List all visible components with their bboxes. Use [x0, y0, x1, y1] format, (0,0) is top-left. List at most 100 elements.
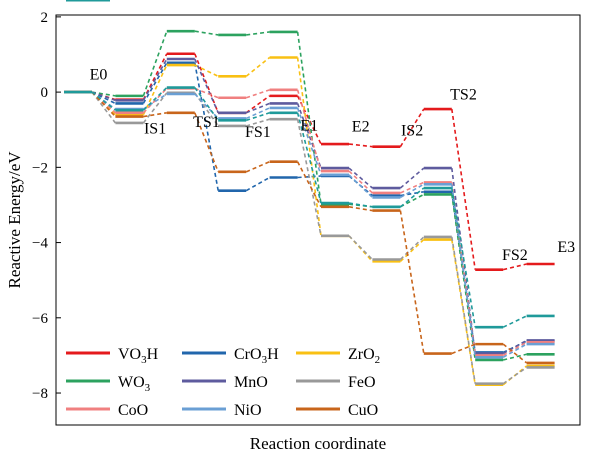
- series-layer: [64, 29, 555, 387]
- state-label: TS2: [450, 87, 477, 104]
- y-tick-label: −6: [32, 311, 48, 327]
- y-tick-label: 0: [41, 85, 49, 101]
- legend-label: CoO: [118, 402, 148, 419]
- legend-label: ZrO2: [348, 346, 380, 366]
- series-connector: [246, 31, 270, 36]
- legend-label: WO3: [118, 374, 151, 394]
- series-connector: [400, 193, 425, 208]
- series-wo3: [64, 29, 555, 362]
- series-connector: [91, 91, 116, 105]
- series-connector: [142, 64, 168, 116]
- series-connector: [91, 91, 116, 102]
- legend-label: CuO: [348, 402, 378, 419]
- series-connector: [502, 339, 527, 355]
- state-label: E0: [90, 66, 108, 83]
- series-connector: [348, 203, 373, 208]
- state-label: E3: [557, 239, 575, 256]
- series-connector: [245, 89, 270, 99]
- legend-label: NiO: [234, 402, 262, 419]
- series-connector: [91, 91, 116, 114]
- y-axis-label: Reactive Energy/eV: [5, 151, 24, 289]
- series-zno: [64, 86, 555, 329]
- series-connector: [91, 91, 116, 111]
- series-connector: [296, 112, 322, 204]
- series-connector: [142, 30, 168, 97]
- legend-label: ZnO: [118, 0, 147, 4]
- series-connector: [451, 343, 476, 355]
- series-connector: [296, 57, 322, 236]
- series-connector: [296, 161, 322, 208]
- state-label: TS1: [193, 114, 220, 131]
- series-connector: [451, 108, 476, 270]
- legend-label: FeO: [348, 374, 376, 391]
- series-connector: [142, 58, 168, 101]
- state-label: IS1: [144, 120, 166, 137]
- series-connector: [451, 184, 476, 358]
- y-tick-label: 2: [41, 10, 49, 26]
- series-connector: [502, 315, 527, 328]
- state-label: FS1: [245, 124, 271, 141]
- series-connector: [142, 87, 168, 111]
- series-connector: [245, 160, 270, 173]
- series-connector: [296, 119, 322, 236]
- series-connector: [348, 167, 373, 189]
- legend-label: MnO: [234, 374, 268, 391]
- series-connector: [194, 58, 219, 114]
- series-feo: [64, 90, 555, 385]
- series-connector: [297, 175, 322, 179]
- series-connector: [348, 170, 373, 194]
- state-label: E1: [300, 117, 318, 134]
- series-connector: [451, 236, 476, 384]
- series-connector: [245, 95, 271, 114]
- series-connector: [348, 235, 373, 261]
- series-connector: [400, 183, 425, 199]
- series-connector: [245, 176, 270, 192]
- legend-label: CrO3H: [234, 346, 279, 366]
- series-connector: [502, 366, 528, 385]
- series-connector: [399, 187, 425, 208]
- state-label: IS2: [401, 122, 423, 139]
- series-connector: [399, 238, 425, 262]
- y-tick-label: −2: [32, 160, 48, 176]
- state-label: FS2: [502, 247, 528, 264]
- series-nio: [64, 90, 555, 359]
- series-connector: [399, 210, 425, 354]
- plot-frame: [55, 14, 581, 426]
- series-connector: [502, 343, 527, 358]
- legend: VO3H CrO3H ZrO2 WO3 MnO FeO CoO NiO CuO ZnO: [66, 0, 380, 419]
- y-tick-label: −4: [32, 236, 48, 252]
- series-connector: [245, 102, 270, 114]
- series-connector: [142, 93, 168, 110]
- series-connector: [296, 107, 322, 176]
- series-connector: [503, 353, 527, 361]
- series-cro3h: [64, 61, 555, 354]
- series-connector: [348, 206, 373, 212]
- series-connector: [400, 190, 424, 197]
- series-connector: [91, 91, 116, 118]
- legend-label: VO3H: [118, 346, 159, 366]
- series-connector: [194, 93, 219, 119]
- series-connector: [451, 239, 476, 385]
- series-connector: [348, 202, 373, 208]
- series-connector: [296, 31, 322, 205]
- series-connector: [194, 112, 219, 173]
- series-connector: [502, 341, 527, 357]
- y-tick-label: −8: [32, 386, 48, 402]
- series-connector: [194, 87, 219, 99]
- series-connector: [399, 108, 425, 148]
- series-connector: [348, 143, 373, 148]
- series-connector: [296, 89, 322, 172]
- series-connector: [451, 187, 476, 328]
- series-zro2: [64, 56, 555, 387]
- series-connector: [399, 236, 425, 261]
- series-connector: [503, 263, 527, 271]
- y-axis-ticks: 2 0 −2 −4 −6 −8: [32, 10, 61, 402]
- series-connector: [400, 181, 425, 194]
- series-connector: [142, 92, 168, 124]
- x-axis-label: Reaction coordinate: [250, 434, 386, 453]
- series-connector: [194, 64, 219, 78]
- series-vo3h: [64, 52, 555, 271]
- series-connector: [194, 30, 219, 36]
